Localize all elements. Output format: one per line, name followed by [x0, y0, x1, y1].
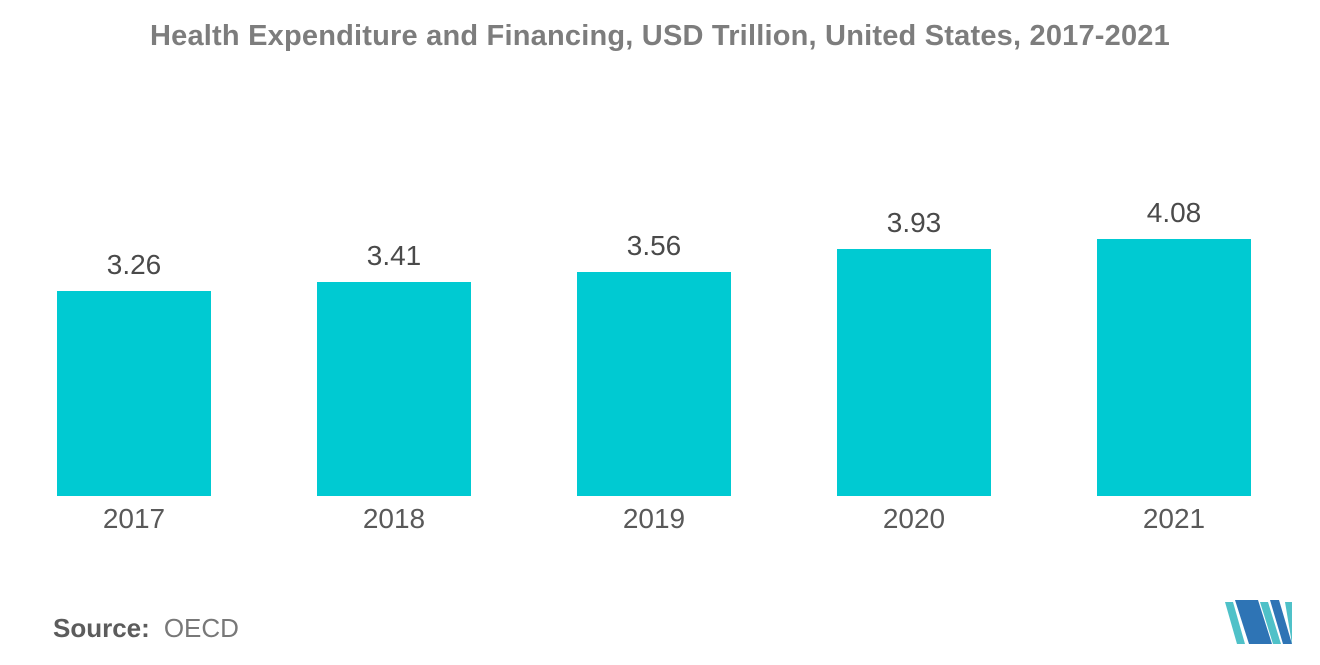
bar-year-label: 2018 [362, 503, 426, 534]
source-line: Source: OECD [53, 615, 239, 641]
bar-value-label: 3.26 [106, 249, 162, 280]
bar-value-label: 3.56 [626, 230, 682, 261]
source-label: Source: [53, 613, 150, 643]
bar-value-label: 3.93 [886, 207, 942, 238]
bar-year-label: 2020 [882, 503, 946, 534]
bar-2021 [1097, 239, 1251, 496]
bar-year-label: 2017 [102, 503, 166, 534]
mordor-intelligence-logo-icon [1225, 600, 1292, 644]
bar-2020 [837, 249, 991, 496]
bar-value-label: 4.08 [1146, 197, 1202, 228]
bar-2017 [57, 291, 211, 496]
bar-year-label: 2019 [622, 503, 686, 534]
bar-2018 [317, 282, 471, 496]
bar-year-label: 2021 [1142, 503, 1206, 534]
bar-value-label: 3.41 [366, 240, 422, 271]
bar-2019 [577, 272, 731, 496]
chart-title: Health Expenditure and Financing, USD Tr… [150, 20, 1170, 52]
source-value: OECD [163, 613, 239, 643]
